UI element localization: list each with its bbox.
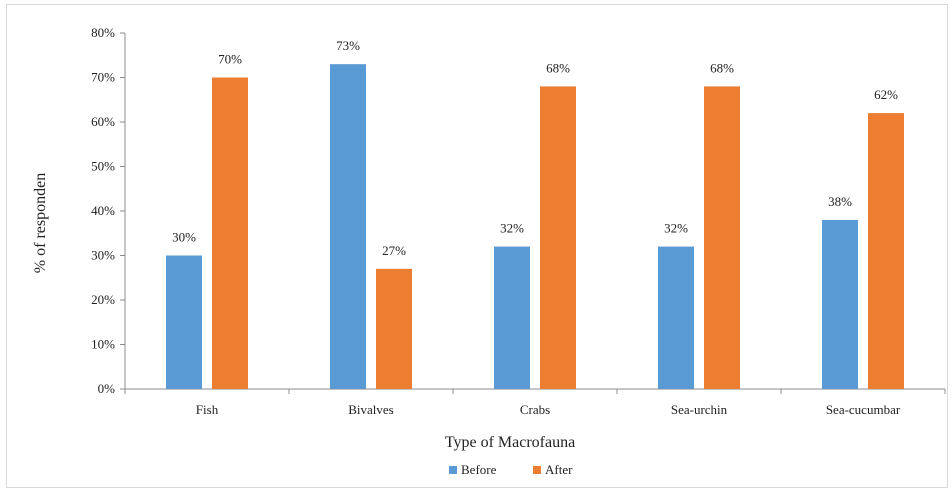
bar-after: [868, 113, 904, 389]
data-label-after: 70%: [218, 52, 242, 67]
data-labels: 30% 70% 73% 27% 32% 68% 32% 68% 38% 62%: [172, 38, 898, 258]
data-label-before: 32%: [500, 221, 524, 236]
legend-swatch-after: [533, 466, 541, 474]
bars: [166, 64, 904, 390]
data-label-after: 62%: [874, 87, 898, 102]
y-tick-label: 60%: [91, 114, 115, 129]
x-tick-label: Sea-cucumbar: [826, 402, 901, 417]
bar-after: [704, 86, 740, 390]
data-label-before: 38%: [828, 194, 852, 209]
bar-before: [330, 64, 366, 390]
y-tick-label: 70%: [91, 70, 115, 85]
y-tick-label: 30%: [91, 248, 115, 263]
data-label-after: 27%: [382, 243, 406, 258]
legend-label-after: After: [545, 462, 573, 477]
legend-label-before: Before: [461, 462, 497, 477]
x-tick-label: Sea-urchin: [671, 402, 728, 417]
bar-after: [376, 268, 412, 389]
y-tick-label: 20%: [91, 292, 115, 307]
bar-after: [212, 77, 248, 389]
x-tick-label: Fish: [196, 402, 219, 417]
x-tick-label: Bivalves: [348, 402, 394, 417]
y-tick-label: 10%: [91, 337, 115, 352]
legend-swatch-before: [449, 466, 457, 474]
bar-before: [658, 246, 694, 389]
y-axis: 0% 10% 20% 30% 40% 50% 60% 70% 80%: [91, 25, 126, 396]
data-label-before: 30%: [172, 230, 196, 245]
y-tick-label: 50%: [91, 159, 115, 174]
bar-before: [494, 246, 530, 389]
data-label-after: 68%: [710, 60, 734, 75]
data-label-after: 68%: [546, 60, 570, 75]
chart-frame: 0% 10% 20% 30% 40% 50% 60% 70% 80% Fish Bivalves C…: [6, 4, 948, 488]
y-tick-label: 80%: [91, 25, 115, 40]
x-axis: Fish Bivalves Crabs Sea-urchin Sea-cucumbar: [124, 388, 946, 417]
legend: Before After: [449, 462, 573, 477]
bar-before: [822, 219, 858, 389]
data-label-before: 73%: [336, 38, 360, 53]
y-tick-label: 40%: [91, 203, 115, 218]
x-axis-title: Type of Macrofauna: [445, 434, 575, 451]
y-tick-label: 0%: [98, 381, 116, 396]
data-label-before: 32%: [664, 221, 688, 236]
y-axis-title: % of responden: [32, 173, 49, 273]
bar-chart: 0% 10% 20% 30% 40% 50% 60% 70% 80% Fish Bivalves C…: [32, 25, 946, 477]
x-tick-label: Crabs: [520, 402, 550, 417]
bar-before: [166, 255, 202, 389]
bar-after: [540, 86, 576, 390]
